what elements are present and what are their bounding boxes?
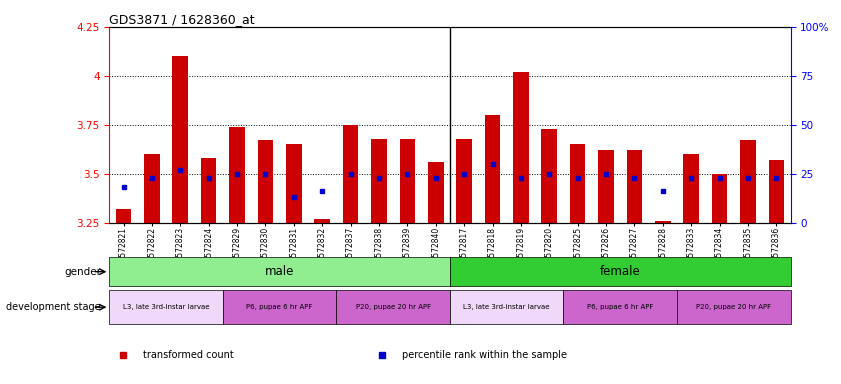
Bar (172, 56, 188, 223)
Text: GDS3871 / 1628360_at: GDS3871 / 1628360_at (109, 13, 255, 26)
Bar (343, 125, 358, 223)
Bar (655, 221, 670, 223)
Bar (711, 174, 727, 223)
Text: transformed count: transformed count (143, 350, 234, 360)
Text: L3, late 3rd-instar larvae: L3, late 3rd-instar larvae (463, 304, 550, 310)
Bar (450, 257, 791, 286)
Bar (627, 150, 643, 223)
Bar (513, 72, 529, 223)
Bar (457, 139, 472, 223)
Bar (286, 144, 302, 223)
Bar (570, 144, 585, 223)
Text: gender: gender (64, 266, 101, 277)
Text: P20, pupae 20 hr APF: P20, pupae 20 hr APF (696, 304, 771, 310)
Text: development stage: development stage (6, 302, 101, 312)
Bar (740, 141, 756, 223)
Bar (116, 209, 131, 223)
Bar (399, 139, 415, 223)
Bar (677, 290, 791, 324)
Bar (315, 219, 330, 223)
Bar (109, 290, 223, 324)
Bar (223, 290, 336, 324)
Bar (371, 139, 387, 223)
Bar (257, 141, 273, 223)
Text: P6, pupae 6 hr APF: P6, pupae 6 hr APF (587, 304, 653, 310)
Bar (769, 160, 784, 223)
Bar (563, 290, 677, 324)
Bar (484, 115, 500, 223)
Bar (542, 129, 557, 223)
Text: male: male (265, 265, 294, 278)
Bar (684, 154, 699, 223)
Bar (230, 127, 245, 223)
Text: L3, late 3rd-instar larvae: L3, late 3rd-instar larvae (123, 304, 209, 310)
Bar (109, 257, 450, 286)
Text: female: female (600, 265, 641, 278)
Bar (450, 290, 563, 324)
Bar (144, 154, 160, 223)
Text: P20, pupae 20 hr APF: P20, pupae 20 hr APF (356, 304, 431, 310)
Bar (428, 162, 443, 223)
Bar (598, 150, 614, 223)
Text: P6, pupae 6 hr APF: P6, pupae 6 hr APF (246, 304, 313, 310)
Bar (201, 158, 216, 223)
Bar (336, 290, 450, 324)
Text: percentile rank within the sample: percentile rank within the sample (402, 350, 567, 360)
